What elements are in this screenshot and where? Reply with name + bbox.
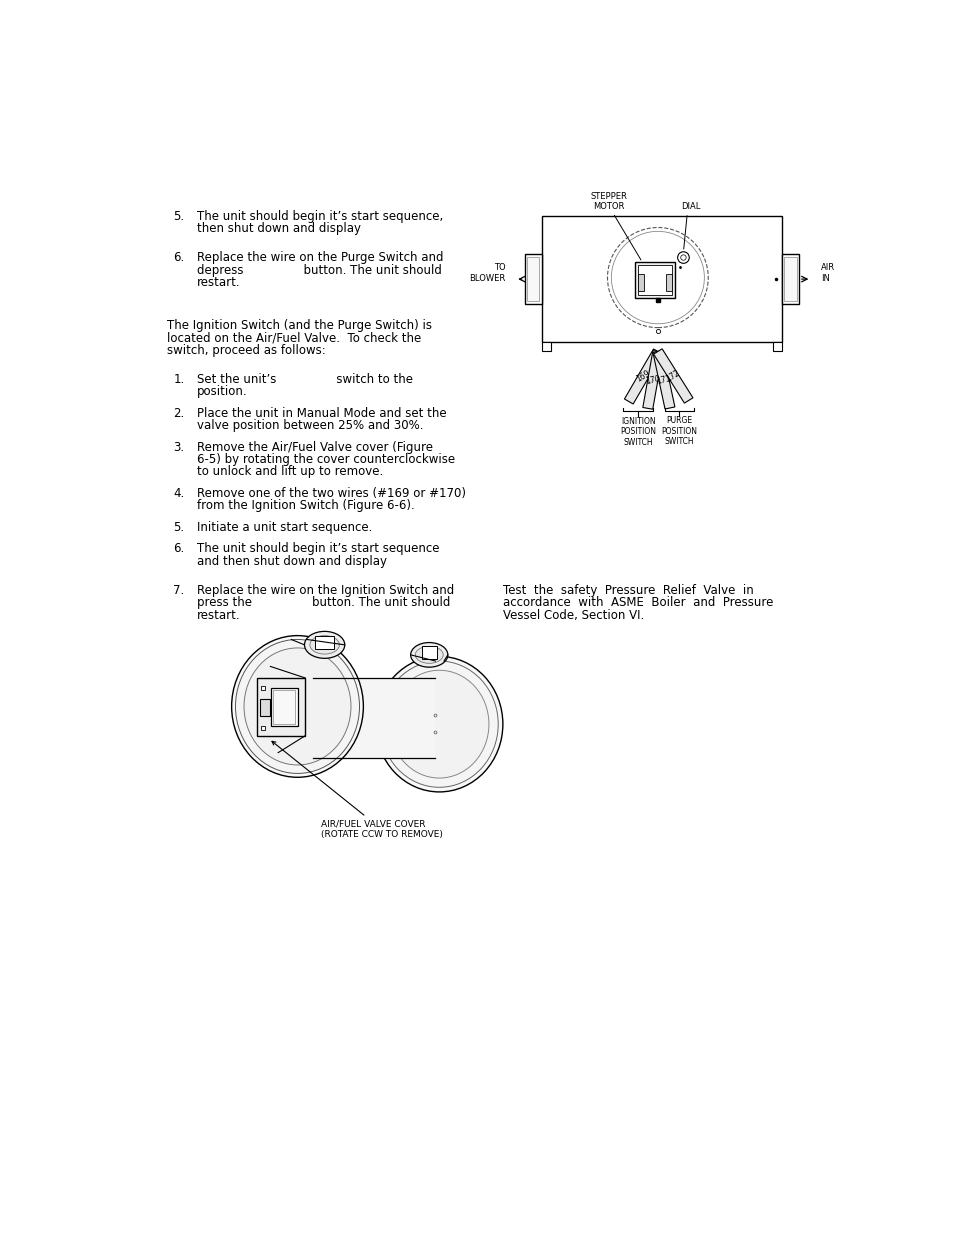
Text: 6.: 6. bbox=[173, 542, 185, 556]
Circle shape bbox=[677, 252, 688, 263]
Ellipse shape bbox=[415, 646, 443, 663]
Text: AIR
IN: AIR IN bbox=[820, 263, 834, 283]
Text: IGNITION
POSITION
SWITCH: IGNITION POSITION SWITCH bbox=[619, 417, 656, 447]
Text: The unit should begin it’s start sequence,: The unit should begin it’s start sequenc… bbox=[196, 210, 442, 222]
Text: valve position between 25% and 30%.: valve position between 25% and 30%. bbox=[196, 419, 423, 432]
Text: 7.: 7. bbox=[173, 584, 185, 597]
Bar bbox=[315, 636, 334, 650]
Text: Set the unit’s                switch to the: Set the unit’s switch to the bbox=[196, 373, 413, 387]
Ellipse shape bbox=[235, 640, 359, 773]
Text: accordance  with  ASME  Boiler  and  Pressure: accordance with ASME Boiler and Pressure bbox=[502, 597, 773, 609]
Text: 170: 170 bbox=[644, 374, 660, 385]
Text: TO
BLOWER: TO BLOWER bbox=[469, 263, 505, 283]
Bar bbox=[313, 678, 435, 758]
Text: and then shut down and display: and then shut down and display bbox=[196, 555, 386, 568]
Text: 6.: 6. bbox=[173, 252, 185, 264]
Text: Place the unit in Manual Mode and set the: Place the unit in Manual Mode and set th… bbox=[196, 406, 446, 420]
Text: PURGE
POSITION
SWITCH: PURGE POSITION SWITCH bbox=[660, 416, 697, 446]
Text: AIR/FUEL VALVE COVER
(ROTATE CCW TO REMOVE): AIR/FUEL VALVE COVER (ROTATE CCW TO REMO… bbox=[272, 741, 442, 839]
Text: Replace the wire on the Purge Switch and: Replace the wire on the Purge Switch and bbox=[196, 252, 443, 264]
Text: position.: position. bbox=[196, 385, 247, 399]
Polygon shape bbox=[642, 351, 662, 409]
Bar bbox=[637, 274, 643, 290]
Text: 5.: 5. bbox=[173, 521, 185, 534]
Text: 171: 171 bbox=[656, 374, 671, 385]
FancyBboxPatch shape bbox=[257, 678, 305, 736]
Text: Initiate a unit start sequence.: Initiate a unit start sequence. bbox=[196, 521, 372, 534]
Text: STEPPER
MOTOR: STEPPER MOTOR bbox=[590, 191, 627, 211]
Text: from the Ignition Switch (Figure 6-6).: from the Ignition Switch (Figure 6-6). bbox=[196, 499, 414, 513]
Text: located on the Air/Fuel Valve.  To check the: located on the Air/Fuel Valve. To check … bbox=[167, 331, 421, 345]
Text: 3.: 3. bbox=[173, 441, 185, 453]
Bar bbox=[524, 254, 541, 304]
Text: 169: 169 bbox=[634, 369, 651, 384]
Ellipse shape bbox=[380, 661, 497, 787]
Ellipse shape bbox=[390, 671, 488, 778]
Text: then shut down and display: then shut down and display bbox=[196, 222, 360, 235]
Text: 5.: 5. bbox=[173, 210, 185, 222]
Bar bbox=[421, 646, 436, 658]
Text: restart.: restart. bbox=[196, 609, 240, 621]
Text: DIAL: DIAL bbox=[680, 203, 700, 211]
Text: Vessel Code, Section VI.: Vessel Code, Section VI. bbox=[502, 609, 643, 621]
Ellipse shape bbox=[232, 636, 363, 777]
Text: 4.: 4. bbox=[173, 487, 185, 500]
Ellipse shape bbox=[375, 656, 502, 792]
Ellipse shape bbox=[304, 631, 344, 658]
Text: Replace the wire on the Ignition Switch and: Replace the wire on the Ignition Switch … bbox=[196, 584, 454, 597]
Polygon shape bbox=[624, 350, 661, 404]
Bar bbox=[781, 254, 798, 304]
Text: press the                button. The unit should: press the button. The unit should bbox=[196, 597, 450, 609]
Text: Remove one of the two wires (#169 or #170): Remove one of the two wires (#169 or #17… bbox=[196, 487, 465, 500]
Bar bbox=[271, 688, 297, 726]
Polygon shape bbox=[652, 351, 674, 409]
Bar bbox=[634, 262, 674, 299]
Bar bbox=[637, 266, 671, 295]
Text: The unit should begin it’s start sequence: The unit should begin it’s start sequenc… bbox=[196, 542, 438, 556]
Text: Test  the  safety  Pressure  Relief  Valve  in: Test the safety Pressure Relief Valve in bbox=[502, 584, 753, 597]
Bar bbox=[541, 342, 550, 352]
Text: 1.: 1. bbox=[173, 373, 185, 387]
Text: 2.: 2. bbox=[173, 406, 185, 420]
Ellipse shape bbox=[244, 648, 351, 764]
Text: Remove the Air/Fuel Valve cover (Figure: Remove the Air/Fuel Valve cover (Figure bbox=[196, 441, 433, 453]
Text: 172: 172 bbox=[664, 368, 681, 384]
Text: switch, proceed as follows:: switch, proceed as follows: bbox=[167, 343, 326, 357]
Text: 6-5) by rotating the cover counterclockwise: 6-5) by rotating the cover counterclockw… bbox=[196, 453, 455, 466]
Bar bbox=[665, 274, 671, 290]
Bar bbox=[260, 699, 270, 716]
Bar bbox=[783, 257, 796, 301]
Bar bbox=[526, 257, 538, 301]
Text: restart.: restart. bbox=[196, 275, 240, 289]
Bar bbox=[772, 342, 781, 352]
Polygon shape bbox=[653, 348, 692, 403]
Bar bbox=[541, 216, 781, 342]
Text: The Ignition Switch (and the Purge Switch) is: The Ignition Switch (and the Purge Switc… bbox=[167, 319, 432, 332]
Text: depress                button. The unit should: depress button. The unit should bbox=[196, 264, 441, 277]
Text: to unlock and lift up to remove.: to unlock and lift up to remove. bbox=[196, 466, 382, 478]
Ellipse shape bbox=[310, 636, 339, 655]
Bar bbox=[274, 690, 294, 724]
Ellipse shape bbox=[410, 642, 447, 667]
